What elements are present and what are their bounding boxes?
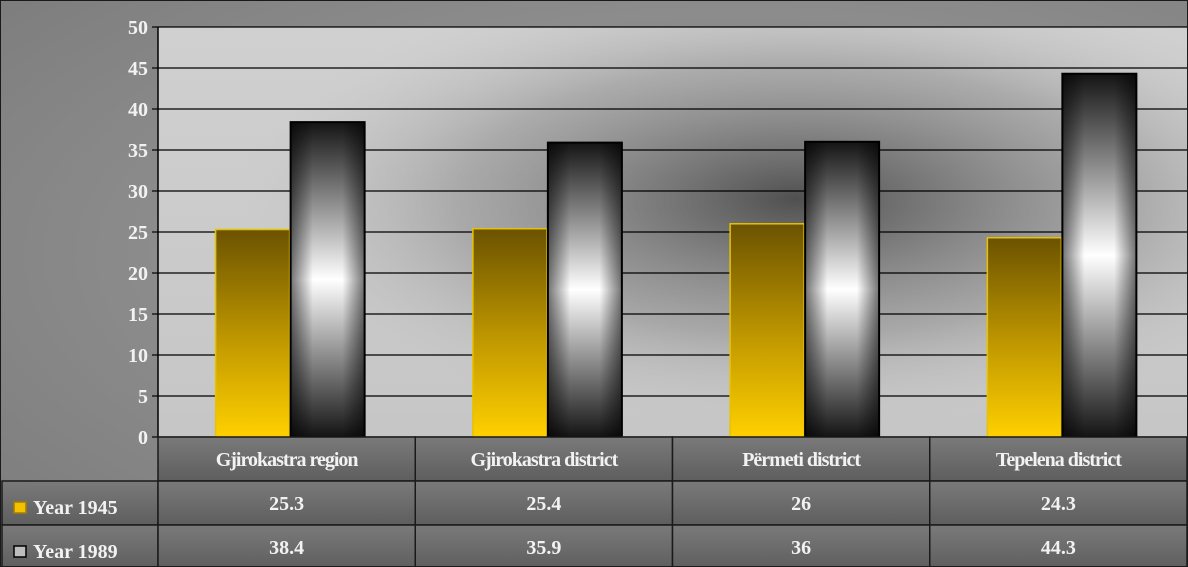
y-tick-label: 25 bbox=[128, 222, 148, 244]
x-category-label: Gjirokastra district bbox=[470, 449, 618, 471]
table-cell bbox=[929, 524, 1187, 566]
y-tick-label: 10 bbox=[128, 345, 148, 367]
legend-label: Year 1945 bbox=[33, 497, 118, 519]
x-category-label: Përmeti district bbox=[742, 449, 861, 471]
bar-shade bbox=[547, 142, 622, 437]
table-header-cell bbox=[929, 436, 1187, 482]
y-tick-label: 15 bbox=[128, 304, 148, 326]
table-header-cell bbox=[157, 436, 416, 482]
data-label: 25.3 bbox=[269, 493, 304, 515]
table-header-cell bbox=[671, 436, 931, 482]
legend-swatch bbox=[13, 501, 27, 514]
bar-year-1945-2 bbox=[729, 223, 805, 438]
x-category-label: Gjirokastra region bbox=[216, 449, 359, 471]
data-label: 44.3 bbox=[1041, 537, 1076, 559]
y-tick-label: 50 bbox=[128, 17, 148, 39]
bar-shade bbox=[290, 122, 365, 438]
bar-shade bbox=[1062, 73, 1137, 438]
bars bbox=[214, 72, 1138, 439]
table-cell bbox=[414, 524, 674, 566]
legend-label: Year 1989 bbox=[33, 541, 118, 563]
table-cell bbox=[671, 480, 931, 526]
bar-year-1945-3 bbox=[986, 236, 1063, 438]
y-tick-label: 30 bbox=[128, 181, 148, 203]
y-tick-label: 45 bbox=[128, 58, 148, 80]
bar-year-1945-1 bbox=[472, 227, 548, 438]
legend-cell bbox=[1, 524, 159, 566]
data-label: 24.3 bbox=[1041, 493, 1076, 515]
y-tick-label: 20 bbox=[128, 263, 148, 285]
legend-swatch bbox=[13, 545, 27, 558]
legend-cell bbox=[1, 480, 159, 526]
data-table: Gjirokastra region Gjirokastra district Pë… bbox=[1, 436, 1187, 566]
x-category-label: Tepelena district bbox=[996, 449, 1122, 471]
y-tick-label: 5 bbox=[138, 386, 148, 408]
data-label: 25.4 bbox=[526, 493, 561, 515]
data-label: 36 bbox=[791, 537, 811, 559]
table-cell bbox=[414, 480, 674, 526]
y-tick-label: 0 bbox=[138, 427, 148, 449]
data-label: 38.4 bbox=[269, 537, 304, 559]
data-label: 35.9 bbox=[526, 537, 561, 559]
data-label: 26 bbox=[791, 493, 811, 515]
table-cell bbox=[157, 524, 416, 566]
bar-year-1945-0 bbox=[214, 228, 291, 438]
y-tick-label: 35 bbox=[128, 140, 148, 162]
y-axis: 0 5 10 15 20 25 30 35 40 45 50 bbox=[128, 17, 159, 449]
table-cell bbox=[929, 480, 1187, 526]
y-tick-label: 40 bbox=[128, 99, 148, 121]
bar-shade bbox=[805, 141, 880, 438]
